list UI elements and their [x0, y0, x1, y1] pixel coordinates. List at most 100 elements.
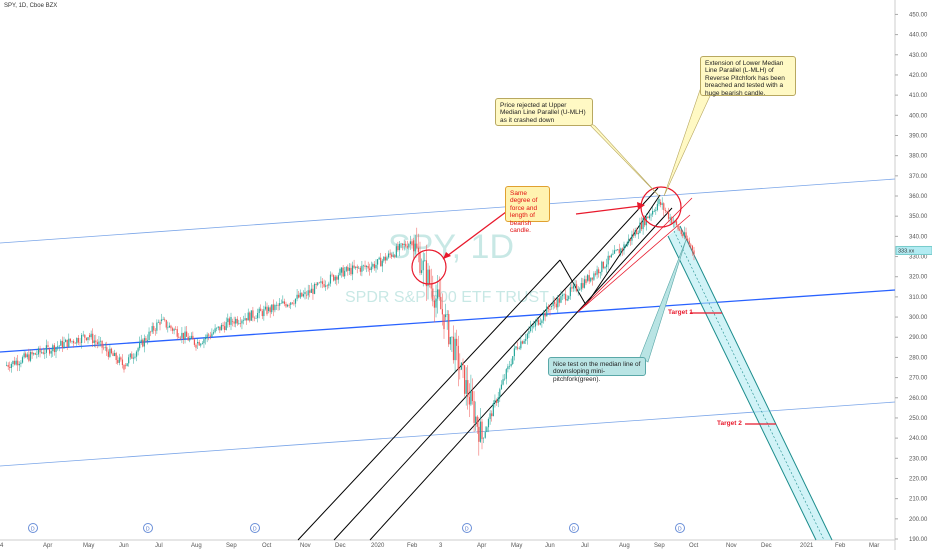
candle-body [533, 326, 535, 328]
candle-body [73, 340, 75, 344]
candle-body [192, 335, 194, 340]
candle-body [512, 356, 514, 364]
y-tick-label: 410.00 [909, 93, 928, 99]
candle-body [693, 250, 695, 255]
candle-body [182, 332, 185, 339]
candle-body [189, 338, 191, 341]
candle-body [400, 243, 402, 245]
candle-body [216, 327, 218, 329]
candle-body [473, 401, 475, 423]
red-arrow-line [575, 205, 641, 215]
candle-body [305, 294, 308, 296]
candle-body [449, 336, 451, 345]
candle-body [23, 353, 25, 358]
candle-body [145, 338, 147, 341]
dividend-marker-label: D [31, 527, 35, 533]
candle-body [515, 346, 517, 349]
candle-body [632, 234, 635, 236]
candle-body [231, 321, 234, 322]
crash-circle [411, 249, 447, 285]
candle-body [329, 274, 332, 284]
candle-body [25, 353, 27, 358]
candle-body [414, 243, 416, 252]
candle-body [274, 305, 276, 311]
callout-lower-median: Extension of Lower Median Line Parallel … [700, 56, 796, 97]
candle-body [198, 341, 200, 346]
candle-body [571, 287, 573, 289]
candle-body [63, 342, 65, 348]
candle-body [384, 256, 386, 261]
callout-pointer [639, 239, 687, 363]
candle-body [258, 308, 260, 313]
candle-body [669, 217, 671, 219]
candle-body [565, 294, 567, 301]
candle-body [429, 269, 431, 284]
candle-body [452, 336, 455, 361]
candle-body [325, 285, 327, 287]
candle-body [594, 273, 597, 275]
candle-body [467, 380, 469, 397]
candle-body [659, 202, 662, 205]
candle-body [495, 399, 498, 403]
candle-body [683, 232, 686, 237]
candle-body [81, 335, 83, 344]
candle-body [539, 323, 541, 325]
candle-body [208, 334, 210, 336]
candle-body [664, 210, 666, 211]
candle-body [500, 384, 503, 390]
candle-body [392, 255, 394, 257]
candle-body [87, 337, 89, 340]
y-tick-label: 440.00 [909, 33, 928, 39]
candle-body [344, 270, 346, 277]
callout-same-force: Same degree of force and length of beari… [505, 186, 550, 234]
candle-body [88, 335, 91, 338]
teal-channel-left-line [667, 235, 817, 541]
candle-body [402, 243, 404, 245]
candle-body [74, 343, 76, 344]
candle-body [372, 264, 374, 267]
candle-body [538, 319, 540, 325]
x-tick-label: Nov [726, 543, 737, 549]
candle-body [443, 314, 445, 330]
candle-body [550, 305, 553, 307]
candle-body [93, 340, 95, 344]
candle-body [328, 283, 330, 286]
candle-body [98, 341, 100, 344]
candle-body [416, 243, 418, 248]
candle-body [255, 318, 257, 319]
candle-body [162, 319, 164, 320]
candle-body [430, 283, 432, 289]
candle-body [57, 346, 59, 348]
candle-body [541, 320, 543, 324]
candle-body [181, 332, 183, 338]
dividend-marker [250, 523, 260, 533]
candle-body [318, 282, 320, 284]
candle-body [224, 326, 226, 331]
candle-body [497, 397, 499, 403]
candle-body [544, 313, 546, 317]
candle-body [398, 243, 401, 251]
candle-body [634, 230, 636, 236]
last-price-label: 333.xx [898, 248, 914, 254]
x-tick-label: Oct [262, 543, 272, 549]
candle-body [7, 364, 9, 367]
pitchfork-upper-line [297, 259, 561, 541]
candle-body [386, 257, 388, 261]
candle-body [261, 311, 263, 317]
y-tick-label: 350.00 [909, 214, 928, 220]
candle-body [369, 268, 371, 271]
candle-body [590, 277, 592, 282]
candle-body [456, 338, 458, 346]
candle-body [317, 282, 319, 285]
candle-body [171, 328, 174, 331]
candle-body [121, 359, 124, 366]
candle-body [269, 307, 271, 313]
candle-body [411, 241, 413, 246]
candle-body [214, 328, 216, 333]
candle-body [375, 264, 377, 269]
candle-body [508, 365, 511, 367]
candle-body [348, 267, 350, 271]
candle-body [298, 294, 300, 298]
red-arrow-head [637, 202, 645, 210]
